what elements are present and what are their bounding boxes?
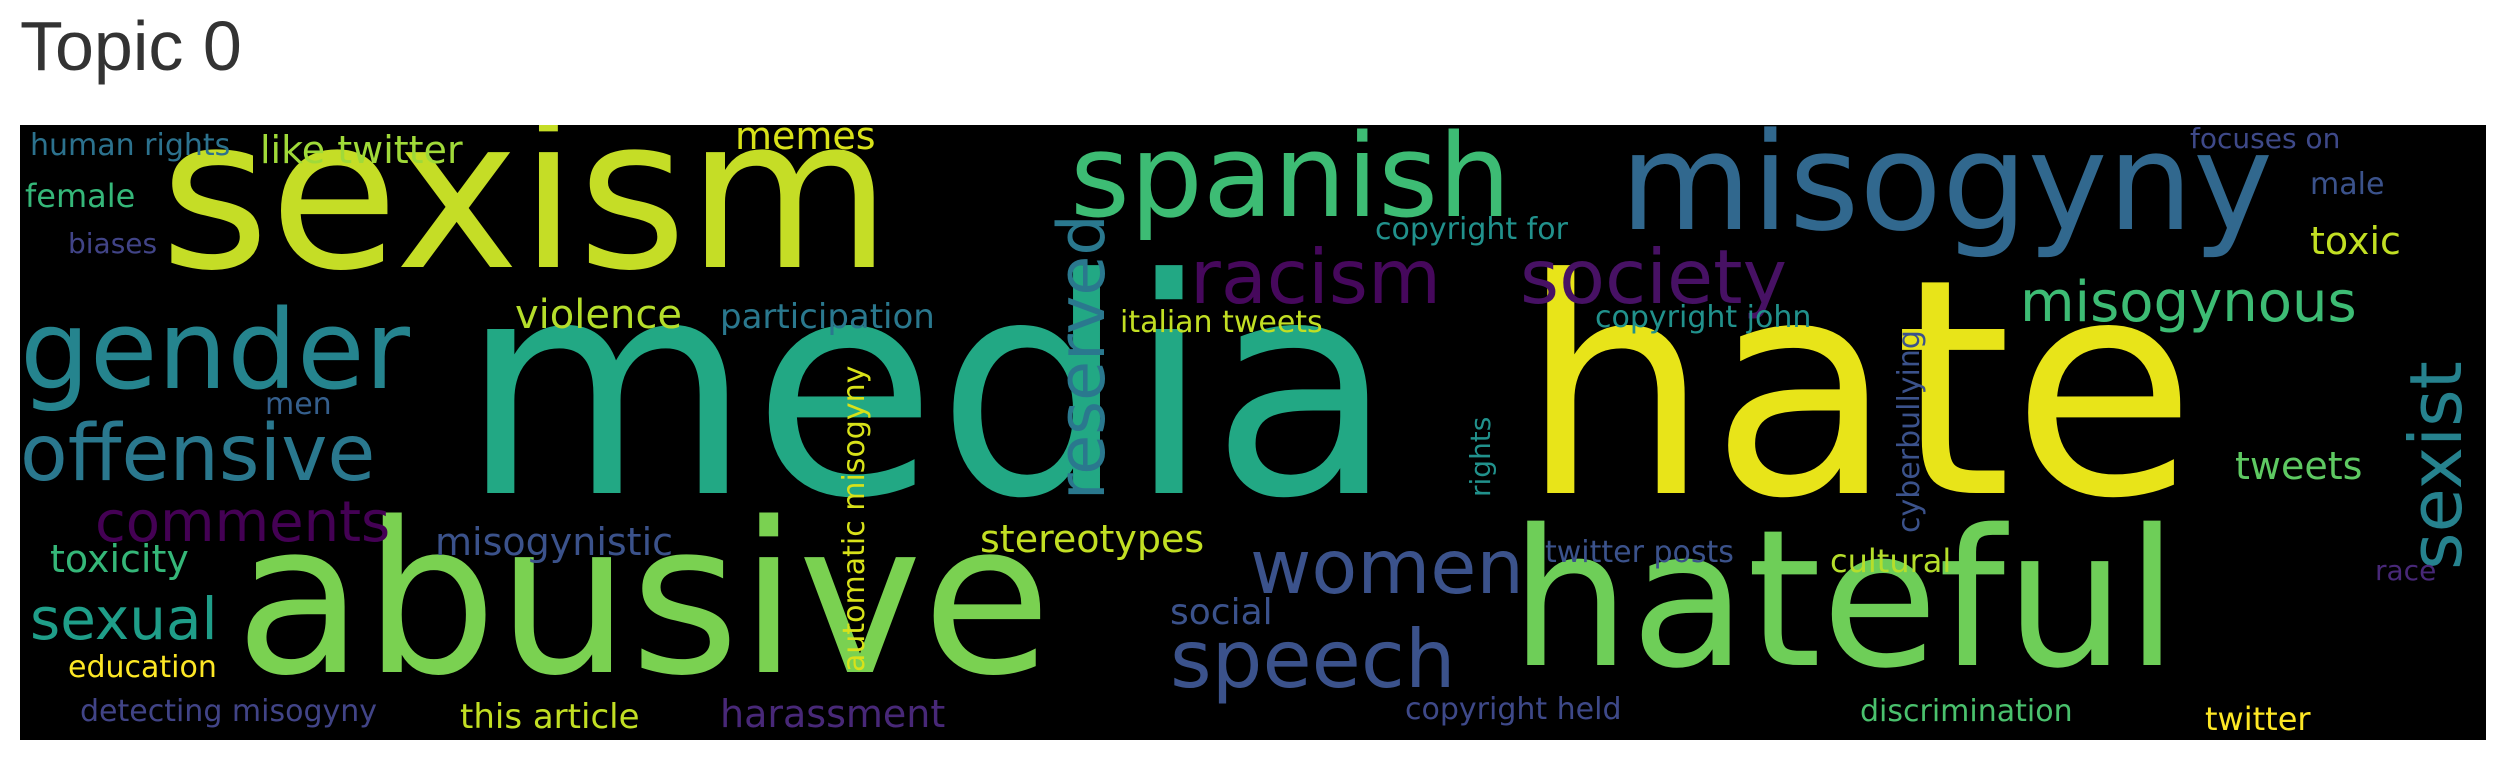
word-abusive: abusive — [235, 477, 1052, 722]
word-focuses-on: focuses on — [2190, 125, 2341, 155]
word-cloud: media hate sexism abusive hateful misogy… — [20, 125, 2486, 740]
word-human-rights: human rights — [30, 128, 231, 163]
word-women: women — [1250, 523, 1524, 611]
word-hate: hate — [1520, 215, 2197, 564]
word-rights: rights — [1464, 416, 1497, 497]
word-reserved: reserved — [1045, 214, 1120, 500]
word-social: social — [1170, 592, 1273, 633]
word-society: society — [1520, 233, 1787, 321]
word-tweets: tweets — [2235, 444, 2363, 488]
word-comments: comments — [95, 490, 391, 555]
word-memes: memes — [735, 125, 876, 158]
word-male: male — [2310, 167, 2385, 202]
word-gender: gender — [20, 286, 410, 414]
word-education: education — [68, 650, 217, 685]
word-stereotypes: stereotypes — [980, 517, 1205, 561]
word-like-twitter: like twitter — [260, 128, 463, 172]
word-sexism: sexism — [160, 125, 892, 317]
word-sexist: sexist — [2394, 361, 2478, 570]
word-cyberbullying: cyberbullying — [1892, 330, 1927, 533]
word-speech: speech — [1170, 613, 1456, 706]
word-this-article: this article — [460, 697, 640, 737]
word-violence: violence — [515, 292, 682, 338]
word-biases: biases — [68, 227, 158, 260]
word-toxic: toxic — [2310, 219, 2401, 263]
word-detecting-misogyny: detecting misogyny — [80, 694, 378, 729]
page-title: Topic 0 — [20, 7, 242, 85]
word-hateful: hateful — [1510, 489, 2179, 710]
word-racism: racism — [1190, 233, 1442, 321]
word-copyright-john: copyright john — [1595, 300, 1812, 335]
word-female: female — [25, 177, 136, 215]
word-twitter: twitter — [2205, 700, 2311, 738]
word-spanish: spanish — [1070, 125, 1512, 244]
word-twitter-posts: twitter posts — [1545, 535, 1734, 570]
word-race: race — [2375, 554, 2437, 587]
word-harassment: harassment — [720, 692, 946, 736]
word-participation: participation — [720, 297, 935, 337]
word-automatic-misogyny: automatic misogyny — [837, 365, 872, 672]
word-sexual: sexual — [30, 585, 218, 653]
word-offensive: offensive — [20, 409, 376, 499]
word-men: men — [265, 387, 332, 422]
word-misogynous: misogynous — [2020, 270, 2357, 335]
word-media: media — [460, 215, 1395, 564]
word-copyright-for: copyright for — [1375, 212, 1568, 247]
word-toxicity: toxicity — [50, 537, 189, 581]
word-discrimination: discrimination — [1860, 694, 2073, 729]
word-italian-tweets: italian tweets — [1120, 305, 1323, 340]
word-misogynistic: misogynistic — [435, 520, 674, 564]
word-cultural: cultural — [1830, 542, 1952, 580]
word-misogyny: misogyny — [1620, 125, 2273, 261]
word-copyright-held: copyright held — [1405, 692, 1622, 727]
